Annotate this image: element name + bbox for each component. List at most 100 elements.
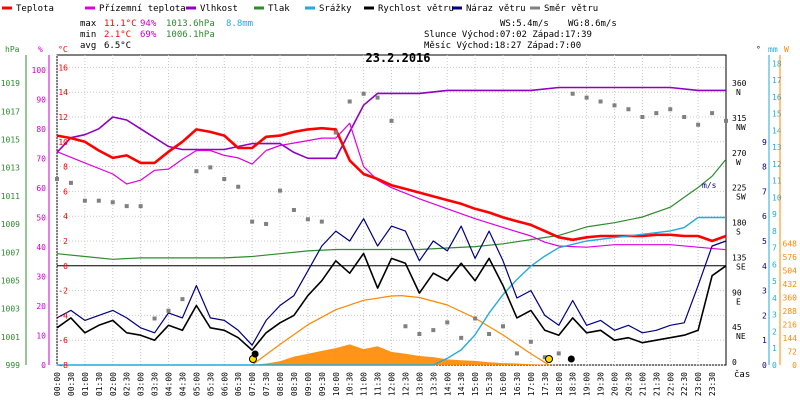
wind-direction-point bbox=[612, 103, 617, 108]
wind-direction-point bbox=[347, 99, 352, 104]
legend-label: Náraz větru bbox=[466, 4, 526, 14]
x-tick-label: 11:30 bbox=[374, 372, 383, 396]
direction-tick-dir: SW bbox=[736, 193, 746, 202]
stats-max-temp: 11.1°C bbox=[104, 19, 137, 29]
wind-direction-point bbox=[556, 351, 561, 356]
x-tick-label: 17:30 bbox=[541, 372, 550, 396]
series-lines bbox=[55, 86, 728, 366]
celsius-unit: °C bbox=[58, 45, 68, 54]
w-unit: W bbox=[784, 45, 789, 54]
wind-direction-point bbox=[82, 198, 87, 203]
wind-direction-point bbox=[445, 320, 450, 325]
pct-axis-tick: 10 bbox=[36, 331, 46, 340]
sunset-marker bbox=[544, 355, 553, 363]
ms-tick: 7 bbox=[762, 187, 767, 196]
wind-direction-point bbox=[124, 204, 129, 209]
ms-tick: 3 bbox=[762, 287, 767, 296]
direction-tick: 270 bbox=[732, 149, 747, 158]
x-tick-label: 07:30 bbox=[262, 372, 271, 396]
wind-direction-point bbox=[682, 115, 687, 119]
wind-direction-point bbox=[473, 316, 478, 321]
stats-min-temp: 2.1°C bbox=[104, 30, 131, 40]
wind-direction-point bbox=[55, 177, 59, 181]
celsius-axis-tick: -6 bbox=[58, 336, 68, 345]
legend-label: Přízemní teplota bbox=[99, 4, 186, 14]
mm-tick: 1 bbox=[772, 344, 777, 353]
direction-tick-dir: S bbox=[736, 228, 741, 237]
wind-direction-point bbox=[668, 107, 673, 112]
pct-axis-tick: 60 bbox=[36, 184, 46, 193]
wind-direction-point bbox=[222, 177, 227, 181]
x-tick-label: 20:30 bbox=[624, 372, 633, 396]
celsius-axis-tick: 12 bbox=[58, 113, 68, 122]
w-tick: 432 bbox=[783, 280, 798, 289]
legend-label: Rychlost větru bbox=[378, 4, 454, 14]
x-tick-label: 12:30 bbox=[401, 372, 410, 396]
x-tick-label: 17:00 bbox=[527, 372, 536, 396]
wind-direction-point bbox=[138, 204, 143, 209]
direction-tick-dir: SE bbox=[736, 262, 746, 271]
stats-moon-times: Měsíc Východ:18:27 Západ:7:00 bbox=[424, 41, 581, 51]
wind-direction-point bbox=[208, 165, 213, 170]
celsius-axis-tick: 2 bbox=[63, 237, 68, 246]
x-tick-label: 21:00 bbox=[638, 372, 647, 396]
x-tick-label: 11:00 bbox=[360, 372, 369, 396]
hpa-axis-tick: 1007 bbox=[1, 248, 20, 257]
pct-axis-tick: 40 bbox=[36, 243, 46, 252]
moonset-marker bbox=[251, 350, 259, 358]
wind-direction-point bbox=[305, 217, 310, 222]
stats-wind-gust: WG:8.6m/s bbox=[568, 19, 617, 29]
wind-direction-point bbox=[333, 130, 338, 135]
mm-tick: 16 bbox=[772, 93, 782, 102]
x-axis-label: čas bbox=[734, 369, 750, 380]
mm-tick: 12 bbox=[772, 160, 782, 169]
x-tick-label: 09:30 bbox=[318, 372, 327, 396]
mm-tick: 13 bbox=[772, 143, 782, 152]
pct-axis-tick: 90 bbox=[36, 95, 46, 104]
stats-avg-label: avg bbox=[80, 41, 96, 51]
x-tick-label: 05:00 bbox=[192, 372, 201, 396]
x-tick-label: 02:30 bbox=[123, 372, 132, 396]
celsius-axis-tick: 16 bbox=[58, 63, 68, 72]
x-tick-label: 08:30 bbox=[290, 372, 299, 396]
wind-direction-point bbox=[319, 219, 324, 224]
wind-direction-point bbox=[194, 169, 199, 174]
grid-lines bbox=[56, 54, 727, 366]
pct-axis-tick: 20 bbox=[36, 302, 46, 311]
celsius-axis-tick: -4 bbox=[58, 311, 68, 320]
x-tick-label: 19:00 bbox=[583, 372, 592, 396]
direction-tick-dir: N bbox=[736, 88, 741, 97]
solar-radiation-area bbox=[57, 344, 726, 365]
wind-direction-point bbox=[528, 339, 533, 344]
direction-unit: ° bbox=[756, 45, 761, 54]
x-tick-label: 06:30 bbox=[234, 372, 243, 396]
hpa-axis-tick: 1015 bbox=[1, 136, 20, 145]
w-tick: 72 bbox=[787, 348, 797, 357]
hpa-axis-tick: 1001 bbox=[1, 333, 20, 342]
hpa-axis-tick: 1017 bbox=[1, 107, 20, 116]
wind-direction-point bbox=[501, 324, 505, 329]
hpa-axis-tick: 1019 bbox=[1, 79, 20, 88]
mm-tick: 3 bbox=[772, 311, 777, 320]
w-tick: 144 bbox=[783, 334, 798, 343]
x-tick-label: 20:00 bbox=[611, 372, 620, 396]
direction-tick: 180 bbox=[732, 219, 747, 228]
x-tick-label: 00:00 bbox=[53, 372, 62, 396]
ms-tick: 8 bbox=[762, 163, 767, 172]
mm-tick: 2 bbox=[772, 327, 777, 336]
x-tick-label: 01:30 bbox=[95, 372, 104, 396]
pressure-line bbox=[56, 158, 727, 260]
x-tick-label: 18:00 bbox=[555, 372, 564, 396]
wind-direction-point bbox=[640, 115, 645, 119]
sun-altitude-line bbox=[251, 295, 550, 366]
legend-label: Tlak bbox=[268, 4, 290, 14]
direction-tick: 90 bbox=[732, 288, 742, 297]
w-tick: 288 bbox=[783, 307, 798, 316]
precipitation-line bbox=[57, 216, 726, 366]
ground-temperature-line bbox=[56, 122, 727, 251]
x-tick-label: 08:00 bbox=[276, 372, 285, 396]
direction-tick: 0 bbox=[732, 358, 737, 367]
mm-tick: 8 bbox=[772, 227, 777, 236]
wind-direction-point bbox=[459, 335, 464, 340]
